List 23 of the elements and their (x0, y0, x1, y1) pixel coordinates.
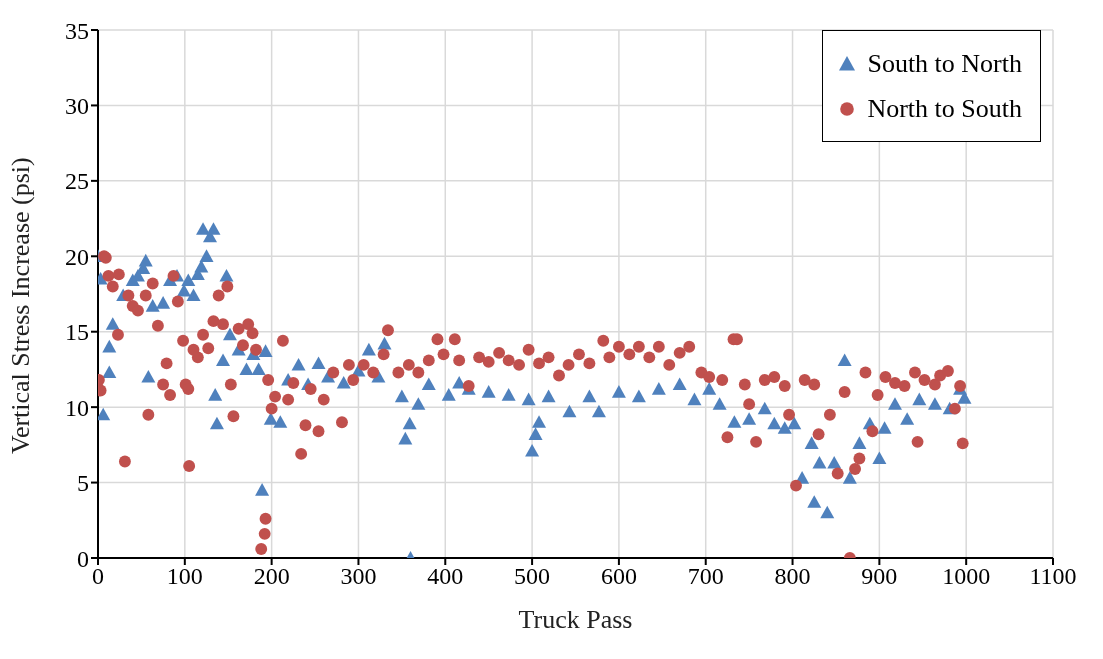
y-tick-label: 0 (77, 545, 89, 572)
x-tick-label: 400 (427, 563, 464, 590)
y-tick-label: 5 (77, 470, 89, 497)
x-axis-title: Truck Pass (518, 605, 633, 634)
x-tick-label: 1000 (942, 563, 991, 590)
y-tick-label: 15 (65, 319, 89, 346)
y-axis-title: Vertical Stress Increase (psi) (6, 157, 36, 454)
legend-label: South to North (867, 48, 1022, 79)
x-tick-label: 700 (687, 563, 724, 590)
x-tick-label: 100 (166, 563, 203, 590)
y-tick-label: 30 (65, 92, 89, 119)
x-tick-label: 800 (774, 563, 811, 590)
legend-label: North to South (867, 93, 1022, 124)
y-tick-label: 35 (65, 17, 89, 44)
x-tick-label: 1100 (1029, 563, 1077, 590)
y-tick-label: 20 (65, 243, 89, 270)
x-tick-label: 600 (600, 563, 637, 590)
x-tick-label: 200 (253, 563, 290, 590)
y-tick-label: 25 (65, 168, 89, 195)
x-tick-label: 500 (514, 563, 551, 590)
x-tick-label: 900 (861, 563, 898, 590)
x-tick-label: 300 (340, 563, 377, 590)
y-tick-label: 10 (65, 394, 89, 421)
